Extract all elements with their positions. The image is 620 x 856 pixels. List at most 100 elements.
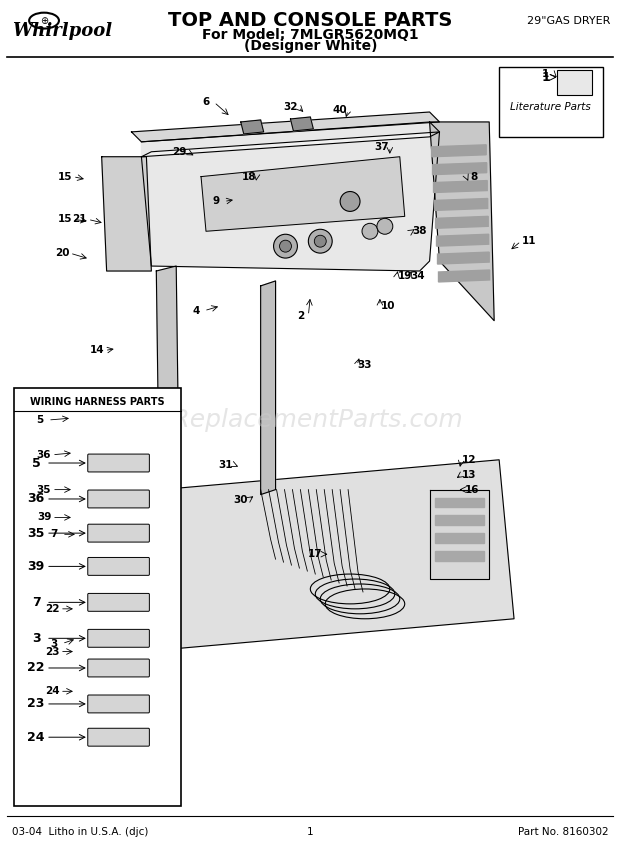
Text: For Model: 7MLGR5620MQ1: For Model: 7MLGR5620MQ1 [202, 27, 418, 42]
Text: Whirlpool: Whirlpool [12, 21, 112, 39]
Text: 7: 7 [32, 596, 40, 609]
Text: 3: 3 [32, 632, 40, 645]
Text: 21: 21 [73, 214, 87, 224]
Polygon shape [433, 181, 487, 193]
Text: 1: 1 [542, 69, 549, 80]
Text: 11: 11 [521, 236, 536, 247]
Polygon shape [290, 117, 313, 131]
Bar [557, 70, 591, 95]
Text: 2: 2 [297, 311, 304, 321]
Text: 15: 15 [58, 171, 72, 181]
Text: 10: 10 [381, 300, 395, 311]
Text: 23: 23 [45, 646, 60, 657]
Text: 23: 23 [27, 698, 45, 710]
FancyBboxPatch shape [88, 593, 149, 611]
Text: 24: 24 [45, 687, 60, 696]
Polygon shape [161, 460, 514, 649]
Text: 18: 18 [241, 171, 256, 181]
Text: 03-04  Litho in U.S.A. (djc): 03-04 Litho in U.S.A. (djc) [12, 828, 149, 837]
Text: 1: 1 [307, 828, 314, 837]
FancyBboxPatch shape [88, 728, 149, 746]
Polygon shape [435, 551, 484, 562]
FancyBboxPatch shape [88, 629, 149, 647]
Polygon shape [438, 253, 489, 264]
Text: 36: 36 [37, 449, 51, 460]
Polygon shape [430, 122, 494, 321]
Polygon shape [141, 122, 440, 271]
Circle shape [340, 192, 360, 211]
Text: 16: 16 [465, 484, 479, 495]
Text: 32: 32 [283, 102, 298, 112]
Text: 7: 7 [50, 529, 58, 539]
Text: 6: 6 [202, 97, 210, 107]
FancyBboxPatch shape [88, 695, 149, 713]
Circle shape [314, 235, 326, 247]
Polygon shape [438, 270, 490, 282]
Text: Part No. 8160302: Part No. 8160302 [518, 828, 608, 837]
Polygon shape [430, 490, 489, 579]
Circle shape [362, 223, 378, 239]
Text: 22: 22 [45, 603, 60, 614]
Text: 17: 17 [308, 550, 322, 559]
Text: 36: 36 [27, 492, 45, 506]
Polygon shape [102, 157, 151, 271]
Text: TOP AND CONSOLE PARTS: TOP AND CONSOLE PARTS [168, 11, 453, 30]
Text: 34: 34 [410, 271, 425, 281]
Text: 40: 40 [333, 105, 347, 115]
Polygon shape [435, 217, 488, 229]
Text: 12: 12 [462, 455, 477, 465]
Text: 24: 24 [27, 731, 45, 744]
Circle shape [280, 241, 291, 253]
Polygon shape [260, 281, 275, 495]
FancyBboxPatch shape [88, 490, 149, 508]
Text: WIRING HARNESS PARTS: WIRING HARNESS PARTS [30, 397, 165, 407]
Text: 33: 33 [358, 360, 372, 371]
Text: 5: 5 [32, 456, 40, 469]
Text: 29: 29 [172, 146, 187, 157]
Text: 8: 8 [471, 171, 478, 181]
Text: 19: 19 [397, 271, 412, 281]
Text: 4: 4 [192, 306, 200, 316]
Text: 3: 3 [50, 639, 58, 649]
Text: 39: 39 [37, 513, 51, 522]
Polygon shape [241, 120, 264, 134]
Text: 20: 20 [55, 248, 69, 259]
Text: 35: 35 [37, 484, 51, 495]
Text: 30: 30 [234, 495, 248, 504]
Polygon shape [201, 157, 405, 231]
Text: 15: 15 [58, 214, 72, 224]
Polygon shape [433, 163, 487, 175]
Polygon shape [435, 533, 484, 544]
Polygon shape [435, 199, 488, 211]
FancyBboxPatch shape [88, 659, 149, 677]
Bar [14, 389, 181, 805]
Polygon shape [131, 112, 440, 142]
Bar [499, 68, 603, 137]
Text: 5: 5 [37, 415, 43, 425]
Circle shape [377, 218, 393, 235]
Text: 29"GAS DRYER: 29"GAS DRYER [527, 15, 610, 26]
Text: 13: 13 [462, 470, 477, 479]
Text: 14: 14 [89, 346, 104, 355]
Text: 39: 39 [27, 560, 45, 573]
Circle shape [273, 235, 298, 259]
Text: 38: 38 [412, 226, 427, 236]
Circle shape [308, 229, 332, 253]
FancyBboxPatch shape [88, 557, 149, 575]
Polygon shape [141, 132, 440, 157]
Text: 1: 1 [541, 71, 550, 84]
FancyBboxPatch shape [88, 524, 149, 542]
Polygon shape [156, 266, 179, 495]
Text: 22: 22 [27, 662, 45, 675]
Text: 9: 9 [213, 197, 219, 206]
Text: 31: 31 [219, 460, 233, 470]
Polygon shape [435, 497, 484, 508]
FancyBboxPatch shape [88, 454, 149, 472]
Text: (Designer White): (Designer White) [244, 39, 377, 53]
Text: Literature Parts: Literature Parts [510, 102, 591, 112]
Polygon shape [435, 515, 484, 526]
Text: 37: 37 [374, 142, 389, 152]
Polygon shape [432, 145, 486, 157]
Text: eReplacementParts.com: eReplacementParts.com [157, 408, 463, 432]
Text: ⊕: ⊕ [40, 15, 48, 26]
